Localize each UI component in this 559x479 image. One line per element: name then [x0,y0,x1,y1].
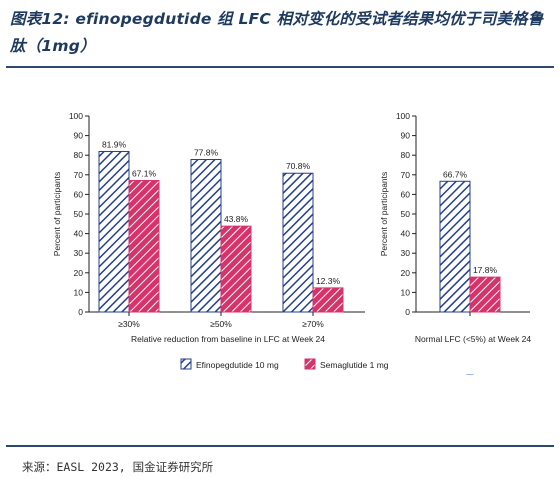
y-tick-label: 60 [74,189,84,199]
y-tick-label: 80 [74,150,84,160]
figure-title: 图表12: efinopegdutide 组 LFC 相对变化的受试者结果均优于… [10,10,544,55]
y-tick-label: 60 [401,189,411,199]
right-chart: 0 10 20 30 40 50 60 70 80 90 100 Percent of partici… [379,111,531,344]
bar-efinopegdutide [190,159,222,313]
bar-value-label: 66.7% [443,169,468,179]
bar-semaglutide [220,225,252,313]
bar-value-label: 81.9% [102,139,127,149]
legend-label-semaglutide: Semaglutide 1 mg [320,360,389,370]
bar-semaglutide [128,179,160,313]
bar-value-label: 67.1% [132,168,157,178]
bar-efinopegdutide [98,150,130,313]
top-divider [6,66,554,68]
y-tick-label: 50 [401,209,411,219]
y-tick-label: 0 [78,307,83,317]
bar-efinopegdutide [439,180,471,313]
left-chart: 0 10 20 30 40 50 60 70 80 90 100 Percent of partici… [52,111,365,344]
x-axis-title: Normal LFC (<5%) at Week 24 [415,334,532,344]
y-tick-label: 10 [401,287,411,297]
y-tick-label: 80 [401,150,411,160]
source-note: 来源：EASL 2023, 国金证券研究所 [22,460,214,474]
legend-swatch-efinopegdutide [180,358,192,370]
y-tick-label: 40 [74,229,84,239]
y-tick-label: 40 [401,229,411,239]
x-category-label: ≥50% [210,319,232,329]
bar-value-label: 77.8% [194,148,219,158]
y-tick-label: 70 [401,170,411,180]
bar-value-label: 43.8% [224,214,249,224]
y-tick-label: 70 [74,170,84,180]
y-tick-label: 20 [401,268,411,278]
x-axis-title: Relative reduction from baseline in LFC … [131,334,325,344]
y-axis-title: Percent of participants [379,172,389,257]
bottom-divider [6,445,554,447]
x-category-label: ≥30% [118,319,140,329]
y-tick-label: 30 [74,248,84,258]
bar-semaglutide [312,287,344,313]
watermark-glyph: ⁓ [466,370,474,379]
y-tick-label: 90 [401,131,411,141]
y-tick-label: 100 [69,111,83,121]
y-tick-label: 30 [401,248,411,258]
bar-value-label: 17.8% [473,265,498,275]
bar-semaglutide [469,276,501,313]
y-tick-label: 90 [74,131,84,141]
y-axis-title: Percent of participants [52,172,62,257]
y-tick-label: 10 [74,287,84,297]
y-tick-label: 50 [74,209,84,219]
bar-value-label: 70.8% [286,161,311,171]
y-tick-label: 100 [396,111,410,121]
y-tick-label: 0 [405,307,410,317]
y-tick-label: 20 [74,268,84,278]
x-category-label: ≥70% [302,319,324,329]
bar-efinopegdutide [282,172,314,313]
legend-swatch-semaglutide [304,358,316,370]
legend-label-efinopegdutide: Efinopegdutide 10 mg [196,360,279,370]
chart-legend: Efinopegdutide 10 mg Semaglutide 1 mg [180,358,389,370]
bar-value-label: 12.3% [316,276,341,286]
